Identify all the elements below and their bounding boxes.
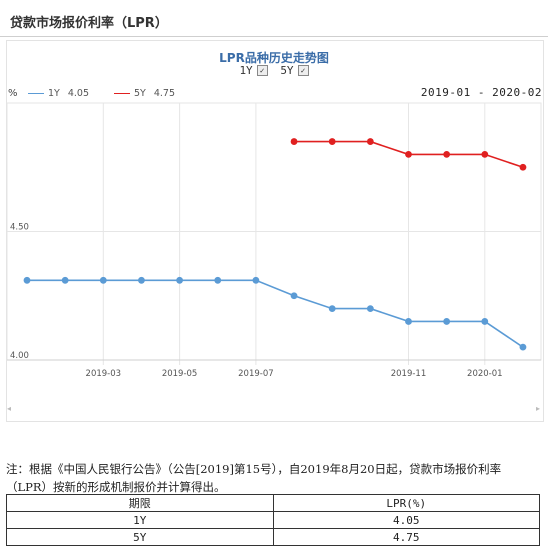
data-point-5y <box>328 138 336 145</box>
toggle-1y[interactable]: 1Y ✓ <box>239 64 268 77</box>
table-header-lpr: LPR(%) <box>272 494 540 512</box>
table-row: 5Y 4.75 <box>6 528 540 546</box>
data-point-1y <box>23 276 31 284</box>
table-cell: 4.05 <box>272 511 540 529</box>
checkbox-icon[interactable]: ✓ <box>256 65 268 76</box>
series-toggles: 1Y ✓ 5Y ✓ <box>0 64 548 77</box>
checkbox-icon[interactable]: ✓ <box>297 65 309 76</box>
scroll-left-arrow-icon[interactable]: ◂ <box>7 404 12 413</box>
toggle-1y-label: 1Y <box>239 64 253 77</box>
x-tick-label: 2019-03 <box>86 369 122 379</box>
data-point-1y <box>214 276 222 284</box>
table-cell: 4.75 <box>272 528 540 546</box>
header-divider <box>0 36 548 37</box>
table-header-term: 期限 <box>6 494 274 512</box>
chart-title: LPR品种历史走势图 <box>219 51 329 65</box>
legend-swatch-5y <box>114 93 130 94</box>
data-point-1y <box>99 276 107 284</box>
legend-value-5y: 4.75 <box>153 88 176 99</box>
legend-name-1y: 1Y <box>48 88 60 99</box>
table-cell: 1Y <box>6 511 274 529</box>
x-tick-label: 2020-01 <box>467 369 503 379</box>
rate-table: 期限 LPR(%) 1Y 4.05 5Y 4.75 <box>6 494 540 546</box>
data-point-1y <box>328 305 336 312</box>
data-point-1y <box>252 276 260 284</box>
date-range: 2019-01 - 2020-02 <box>420 86 542 99</box>
x-tick-label: 2019-11 <box>391 369 427 379</box>
data-point-1y <box>443 318 451 325</box>
legend-name-5y: 5Y <box>134 88 146 99</box>
data-point-1y <box>481 318 489 325</box>
toggle-5y[interactable]: 5Y ✓ <box>280 64 309 77</box>
data-point-1y <box>519 343 527 351</box>
data-point-5y <box>405 151 412 158</box>
table-cell: 5Y <box>6 528 274 546</box>
footnote: 注：根据《中国人民银行公告》（公告[2019]第15号），自2019年8月20日… <box>6 462 502 494</box>
table-header-row: 期限 LPR(%) <box>6 494 540 512</box>
y-tick-label: 4.50 <box>10 223 29 233</box>
legend-item-5y[interactable]: 5Y 4.75 <box>114 88 175 99</box>
data-point-1y <box>405 318 412 325</box>
series-line-1y <box>27 279 524 348</box>
data-point-1y <box>138 276 145 284</box>
lpr-line-chart: 4.00 4.50 2019-03 2019-05 2019-07 2019-11 2020… <box>6 102 542 379</box>
data-point-5y <box>481 151 489 158</box>
data-point-1y <box>290 292 298 300</box>
data-point-5y <box>366 138 374 145</box>
data-point-5y <box>290 138 298 145</box>
x-tick-label: 2019-05 <box>162 369 198 379</box>
data-point-5y <box>443 151 451 158</box>
data-point-1y <box>61 276 69 284</box>
legend-value-1y: 4.05 <box>67 88 90 99</box>
toggle-5y-label: 5Y <box>280 64 294 77</box>
y-unit-label: % <box>8 88 18 99</box>
page-title: 贷款市场报价利率（LPR） <box>10 16 168 31</box>
scroll-right-arrow-icon[interactable]: ▸ <box>535 404 540 413</box>
legend-item-1y[interactable]: 1Y 4.05 <box>28 88 89 99</box>
y-tick-label: 4.00 <box>10 351 29 361</box>
x-tick-label: 2019-07 <box>238 369 274 379</box>
data-point-5y <box>519 163 527 171</box>
table-row: 1Y 4.05 <box>6 511 540 529</box>
legend-swatch-1y <box>28 93 44 94</box>
data-point-1y <box>176 276 184 284</box>
data-point-1y <box>366 305 374 312</box>
